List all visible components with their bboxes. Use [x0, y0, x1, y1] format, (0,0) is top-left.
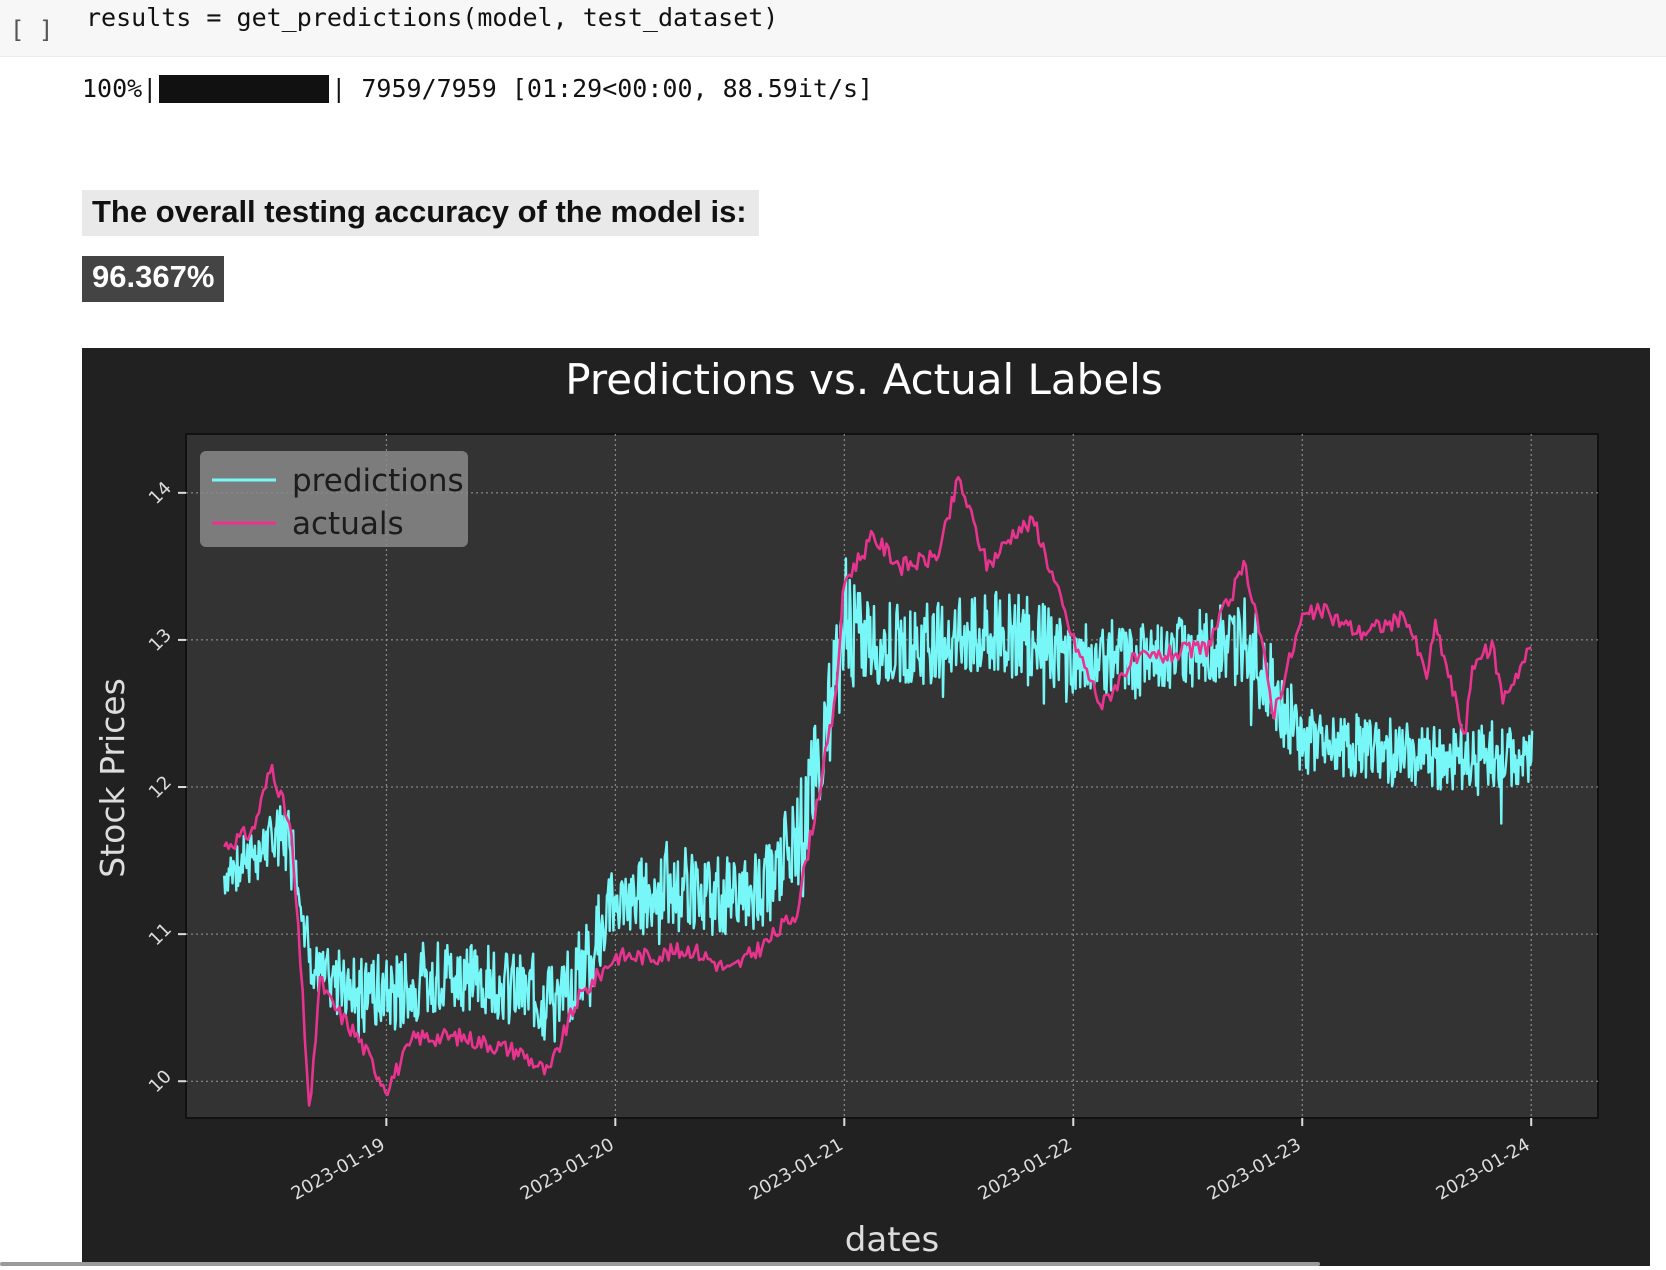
code-line[interactable]: results = get_predictions(model, test_da… — [86, 3, 779, 32]
y-tick-label: 12 — [145, 772, 176, 803]
code-cell-input[interactable]: [ ] results = get_predictions(model, tes… — [0, 0, 1666, 57]
x-tick-label: 2023-01-24 — [1433, 1134, 1534, 1204]
legend-label-actuals: actuals — [292, 506, 404, 542]
series-actuals — [223, 476, 1532, 1107]
legend-label-predictions: predictions — [292, 463, 464, 499]
y-tick-label: 14 — [145, 478, 176, 509]
horizontal-scrollbar[interactable] — [0, 1262, 1320, 1266]
y-tick-label: 13 — [145, 625, 176, 656]
x-tick-label: 2023-01-23 — [1204, 1134, 1305, 1204]
progress-bar-fill — [159, 74, 330, 103]
progress-bar — [159, 74, 330, 103]
y-tick-label: 11 — [145, 919, 176, 950]
progress-stats: | 7959/7959 [01:29<00:00, 88.59it/s] — [331, 74, 874, 103]
plot-area — [185, 433, 1599, 1119]
series-layer — [223, 476, 1534, 1107]
progress-output: 100%| | 7959/7959 [01:29<00:00, 88.59it/… — [82, 74, 873, 103]
accuracy-value: 96.367% — [82, 256, 225, 302]
x-tick-label: 2023-01-22 — [975, 1134, 1076, 1204]
series-predictions — [223, 557, 1534, 1043]
x-tick-label: 2023-01-21 — [746, 1134, 847, 1204]
chart-svg: Predictions vs. Actual Labels 2023-01-19… — [93, 355, 1599, 1260]
chart-figure: Predictions vs. Actual Labels 2023-01-19… — [82, 348, 1650, 1266]
x-tick-label: 2023-01-20 — [517, 1134, 618, 1204]
chart-legend: predictions actuals — [200, 451, 468, 547]
progress-percent: 100%| — [82, 74, 158, 103]
y-axis-label: Stock Prices — [93, 678, 132, 878]
x-tick-label: 2023-01-19 — [288, 1134, 389, 1204]
y-tick-label: 10 — [145, 1066, 176, 1097]
x-axis-label: dates — [845, 1220, 939, 1260]
chart-title: Predictions vs. Actual Labels — [565, 355, 1162, 404]
execution-count: [ ] — [10, 16, 54, 44]
accuracy-label: The overall testing accuracy of the mode… — [82, 190, 759, 236]
